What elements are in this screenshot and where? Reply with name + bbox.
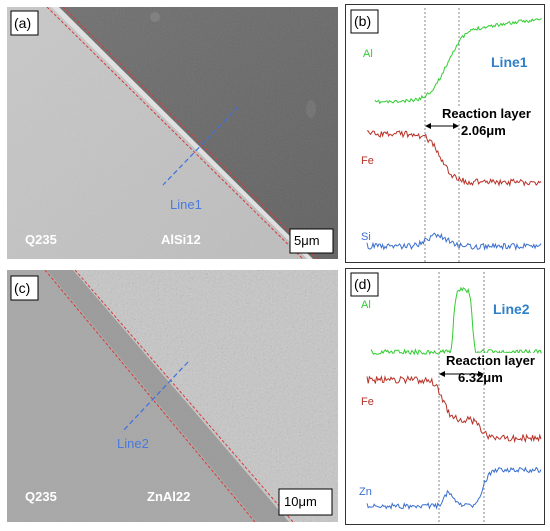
panel-b-line-scan: (b) Line1 Al Fe Si Reaction layer 2.06μm xyxy=(345,4,545,263)
trace-zn-d xyxy=(366,466,542,511)
line-scan-chart-d xyxy=(345,268,545,525)
line-scan-chart-b xyxy=(345,4,545,263)
material-label-alsi12: AlSi12 xyxy=(161,232,201,247)
sem-image-c xyxy=(7,270,338,522)
panel-letter-box-d xyxy=(350,272,379,297)
element-label-fe-b: Fe xyxy=(361,155,374,167)
panel-c-sem-image: (c) Line2 Q235 ZnAl22 10μm xyxy=(7,270,338,522)
panel-letter-box-b xyxy=(350,9,379,34)
scan-line-label-1: Line1 xyxy=(170,197,202,212)
boundary-dash-right-c xyxy=(74,270,294,522)
scale-bar-box-c xyxy=(278,488,333,516)
material-label-znal22: ZnAl22 xyxy=(147,489,191,504)
trace-al-b xyxy=(374,18,543,105)
trace-fe-d xyxy=(366,374,542,444)
panel-letter-box-c xyxy=(10,275,39,301)
panel-a-sem-image: (a) Line1 Q235 AlSi12 5μm xyxy=(7,7,338,259)
trace-al-d xyxy=(370,286,542,357)
sem-image-a xyxy=(7,7,338,259)
panel-letter-box-a xyxy=(10,10,39,36)
reaction-layer-title-b: Reaction layer xyxy=(442,106,531,121)
panel-letter-c: (c) xyxy=(14,280,31,296)
scale-bar-box-a xyxy=(289,228,334,254)
panel-d-line-scan: (d) Line2 Al Fe Zn Reaction layer 6.32μm xyxy=(345,268,545,525)
reaction-layer-value-b: 2.06μm xyxy=(461,123,506,138)
element-label-al-d: Al xyxy=(361,299,371,311)
panel-letter-d: (d) xyxy=(354,276,372,292)
scan-line-1 xyxy=(162,106,239,186)
scan-title-line2: Line2 xyxy=(493,301,530,317)
panel-letter-b: (b) xyxy=(354,13,372,29)
scale-bar-label-a: 5μm xyxy=(294,233,320,248)
panel-letter-a: (a) xyxy=(14,15,32,31)
scale-bar-label-c: 10μm xyxy=(284,494,317,509)
element-label-zn-d: Zn xyxy=(359,486,372,498)
reaction-layer-title-d: Reaction layer xyxy=(446,353,535,368)
trace-fe-b xyxy=(366,130,542,188)
chart-frame-b xyxy=(345,4,545,263)
scan-line-2 xyxy=(121,361,189,433)
element-label-al-b: Al xyxy=(363,48,373,60)
element-label-si-b: Si xyxy=(361,231,371,243)
scan-line-label-2: Line2 xyxy=(117,436,149,451)
reaction-layer-value-d: 6.32μm xyxy=(458,370,503,385)
material-label-q235-a: Q235 xyxy=(25,232,57,247)
chart-frame-d xyxy=(345,268,545,525)
element-label-fe-d: Fe xyxy=(361,396,374,408)
trace-si-b xyxy=(366,232,542,252)
scan-title-line1: Line1 xyxy=(491,54,528,70)
material-label-q235-c: Q235 xyxy=(25,489,57,504)
